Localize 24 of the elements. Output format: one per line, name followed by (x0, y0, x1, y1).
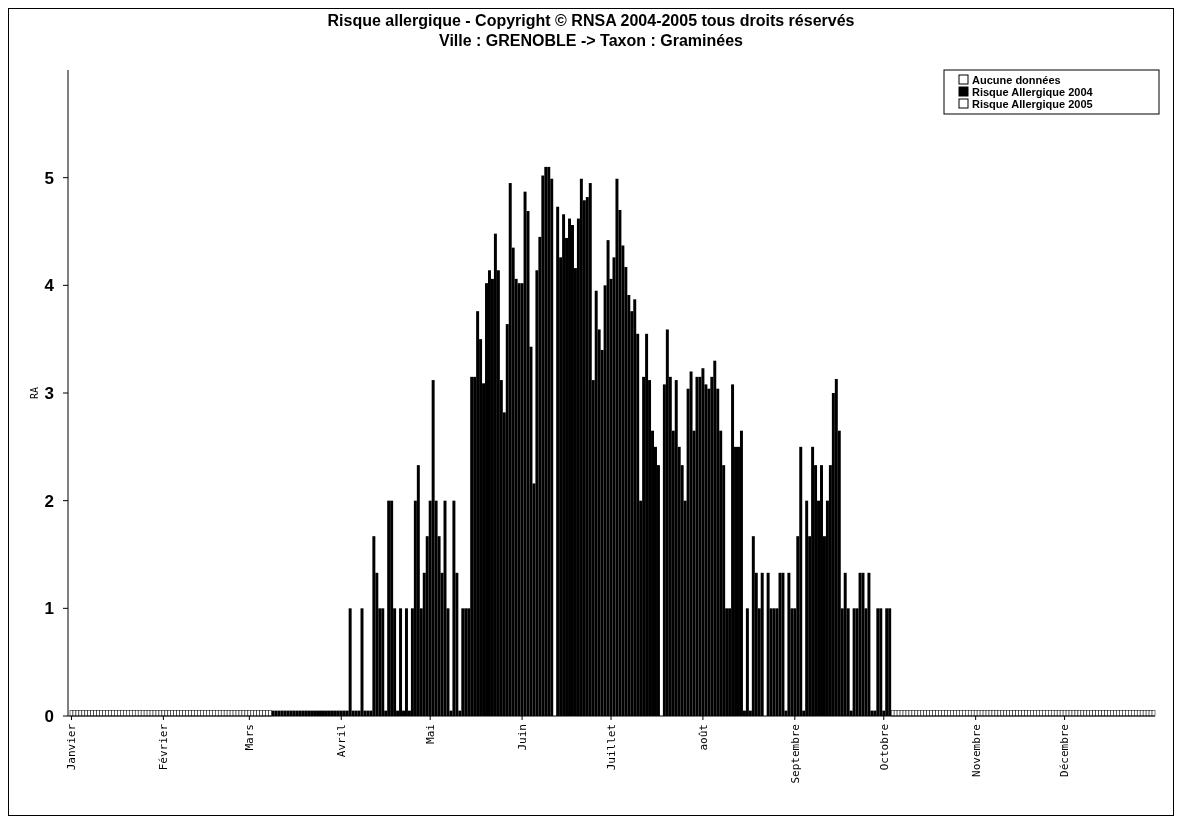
x-tick-label: Janvier (65, 723, 79, 771)
legend-label: Aucune données (972, 73, 1061, 86)
x-tick-label: Mai (424, 724, 438, 744)
x-tick-label: août (696, 724, 710, 751)
y-tick-label: 3 (44, 383, 54, 403)
x-tick-label: Novembre (969, 724, 983, 777)
x-tick-label: Décembre (1058, 724, 1072, 777)
legend-label: Risque Allergique 2004 (972, 85, 1094, 98)
y-axis-title: RA (29, 386, 40, 400)
x-tick-label: Septembre (788, 724, 802, 784)
y-tick-label: 2 (44, 491, 54, 511)
chart-subtitle: Ville : GRENOBLE -> Taxon : Graminées (439, 32, 744, 49)
x-tick-label: Avril (335, 724, 349, 758)
y-tick-label: 1 (44, 599, 54, 619)
y-tick-label: 0 (44, 706, 54, 726)
x-tick-label: Juin (515, 724, 529, 751)
y-tick-label: 4 (44, 276, 55, 296)
x-tick-label: Mars (243, 724, 257, 751)
x-tick-label: Octobre (877, 724, 891, 771)
legend-label: Risque Allergique 2005 (972, 97, 1093, 110)
x-tick-label: Février (157, 723, 171, 771)
chart-title: Risque allergique - Copyright © RNSA 2004-2005 tous droits réservés (327, 12, 855, 29)
y-tick-label: 5 (44, 168, 54, 188)
x-tick-label: Juillet (604, 724, 618, 771)
